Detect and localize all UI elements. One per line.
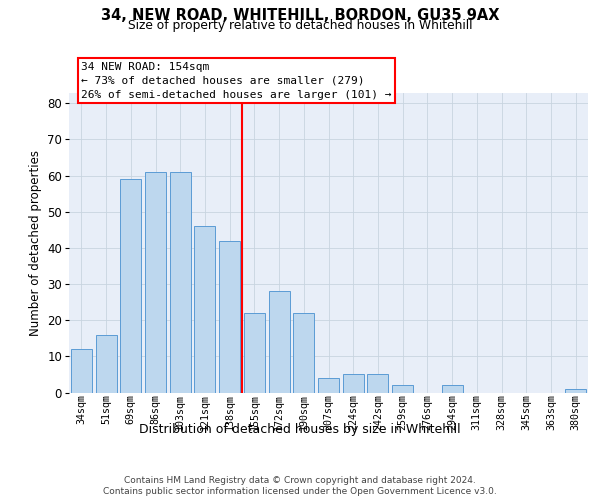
Bar	[392, 386, 413, 392]
Bar	[269, 292, 290, 392]
Bar	[194, 226, 215, 392]
Bar	[343, 374, 364, 392]
Bar	[565, 389, 586, 392]
Bar	[71, 349, 92, 393]
Text: Contains HM Land Registry data © Crown copyright and database right 2024.: Contains HM Land Registry data © Crown c…	[124, 476, 476, 485]
Text: Contains public sector information licensed under the Open Government Licence v3: Contains public sector information licen…	[103, 487, 497, 496]
Text: Distribution of detached houses by size in Whitehill: Distribution of detached houses by size …	[139, 422, 461, 436]
Y-axis label: Number of detached properties: Number of detached properties	[29, 150, 41, 336]
Bar	[170, 172, 191, 392]
Text: Size of property relative to detached houses in Whitehill: Size of property relative to detached ho…	[128, 19, 472, 32]
Bar	[367, 374, 388, 392]
Bar	[219, 240, 240, 392]
Bar	[442, 386, 463, 392]
Bar	[244, 313, 265, 392]
Bar	[293, 313, 314, 392]
Bar	[145, 172, 166, 392]
Bar	[95, 334, 116, 392]
Bar	[120, 179, 141, 392]
Bar	[318, 378, 339, 392]
Text: 34, NEW ROAD, WHITEHILL, BORDON, GU35 9AX: 34, NEW ROAD, WHITEHILL, BORDON, GU35 9A…	[101, 8, 499, 22]
Text: 34 NEW ROAD: 154sqm
← 73% of detached houses are smaller (279)
26% of semi-detac: 34 NEW ROAD: 154sqm ← 73% of detached ho…	[81, 62, 392, 100]
